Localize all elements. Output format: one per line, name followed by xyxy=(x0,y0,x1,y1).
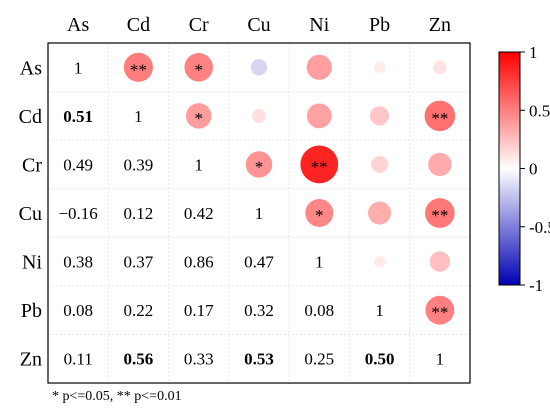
correlation-value-label: 0.37 xyxy=(124,253,154,272)
correlation-value-label: 1 xyxy=(74,58,83,77)
row-labels: As Cd Cr Cu Ni Pb Zn xyxy=(19,57,43,370)
column-label: Pb xyxy=(369,14,390,36)
correlation-value-label: 0.12 xyxy=(124,204,154,223)
correlation-value-label: 0.11 xyxy=(64,350,93,369)
correlation-circle xyxy=(370,106,390,126)
correlation-circle xyxy=(123,52,153,82)
correlation-value-label: 0.56 xyxy=(124,350,154,369)
colorbar-tick-label: 0 xyxy=(529,160,538,179)
correlation-value-label: 0.22 xyxy=(124,301,154,320)
significance-mark: * xyxy=(255,157,264,176)
correlation-value-label: −0.16 xyxy=(58,204,97,223)
correlation-circle xyxy=(300,145,339,184)
correlation-circle xyxy=(373,61,386,74)
correlation-circle xyxy=(245,151,273,178)
correlation-circle xyxy=(306,103,332,129)
correlation-circle xyxy=(429,251,451,272)
correlation-circle xyxy=(425,198,455,228)
colorbar-tick-label: -0.5 xyxy=(529,218,550,237)
correlation-value-label: 0.32 xyxy=(244,301,274,320)
correlation-value-label: 0.38 xyxy=(63,253,93,272)
row-label: Zn xyxy=(20,349,42,371)
significance-mark: ** xyxy=(311,157,328,176)
correlation-value-label: 1 xyxy=(375,301,384,320)
correlation-circle xyxy=(433,60,447,75)
column-labels: As Cd Cr Cu Ni Pb Zn xyxy=(67,14,451,36)
matrix-cells: 1 ** *0.51 1 * **0.49 0.39 1 * **−0.16 0.12 0.42 1 * *… xyxy=(58,52,456,369)
correlation-circle xyxy=(306,54,332,80)
correlation-value-label: 0.51 xyxy=(63,107,93,126)
correlation-value-label: 0.33 xyxy=(184,350,214,369)
correlation-circle xyxy=(305,199,334,227)
row-label: Cd xyxy=(19,106,42,128)
row-label: As xyxy=(20,57,42,79)
correlation-circle xyxy=(424,100,456,132)
correlation-value-label: 1 xyxy=(134,107,143,126)
correlation-value-label: 1 xyxy=(255,204,264,223)
significance-mark: ** xyxy=(431,109,448,128)
correlation-value-label: 1 xyxy=(436,350,445,369)
correlation-value-label: 0.49 xyxy=(63,155,93,174)
significance-mark: * xyxy=(194,60,203,79)
column-label: Zn xyxy=(429,14,451,36)
matrix-frame xyxy=(47,42,471,384)
correlation-circle xyxy=(425,295,455,325)
significance-mark: * xyxy=(315,206,324,225)
correlation-value-label: 0.42 xyxy=(184,204,214,223)
row-label: Ni xyxy=(22,252,42,274)
column-label: Cr xyxy=(189,14,209,36)
colorbar xyxy=(498,51,521,286)
correlation-value-label: 1 xyxy=(194,155,203,174)
correlation-value-label: 0.17 xyxy=(184,301,214,320)
correlation-circle xyxy=(371,156,388,173)
correlation-value-label: 1 xyxy=(315,253,324,272)
significance-mark: ** xyxy=(130,60,147,79)
correlation-value-label: 0.53 xyxy=(244,350,274,369)
correlation-value-label: 0.08 xyxy=(304,301,334,320)
grid-lines xyxy=(48,43,470,383)
row-label: Pb xyxy=(21,300,42,322)
correlation-circle xyxy=(251,108,267,123)
correlation-circle xyxy=(184,53,213,82)
correlation-value-label: 0.86 xyxy=(184,253,214,272)
row-label: Cr xyxy=(22,154,42,176)
correlation-value-label: 0.08 xyxy=(63,301,93,320)
correlation-circle xyxy=(428,152,452,177)
colorbar-tick-label: -1 xyxy=(529,276,543,295)
correlation-value-label: 0.47 xyxy=(244,253,274,272)
correlation-value-label: 0.50 xyxy=(365,350,395,369)
significance-mark: ** xyxy=(431,206,448,225)
column-label: Ni xyxy=(309,14,329,36)
column-label: Cd xyxy=(127,14,150,36)
correlation-value-label: 0.25 xyxy=(304,350,334,369)
column-label: Cu xyxy=(247,14,270,36)
correlation-circle xyxy=(368,201,392,225)
row-label: Cu xyxy=(19,203,42,225)
significance-mark: ** xyxy=(431,303,448,322)
correlation-circle xyxy=(185,103,212,129)
significance-mark: * xyxy=(194,109,203,128)
correlation-value-label: 0.39 xyxy=(124,155,154,174)
colorbar-tick-label: 1 xyxy=(529,43,538,62)
correlation-circle xyxy=(250,59,268,76)
colorbar-ticks: 1 0.5 0 -0.5 -1 xyxy=(520,43,550,295)
correlation-circle xyxy=(373,255,386,268)
colorbar-tick-label: 0.5 xyxy=(529,101,550,120)
column-label: As xyxy=(67,14,89,36)
footnote: * p<=0.05, ** p<=0.01 xyxy=(52,389,182,404)
